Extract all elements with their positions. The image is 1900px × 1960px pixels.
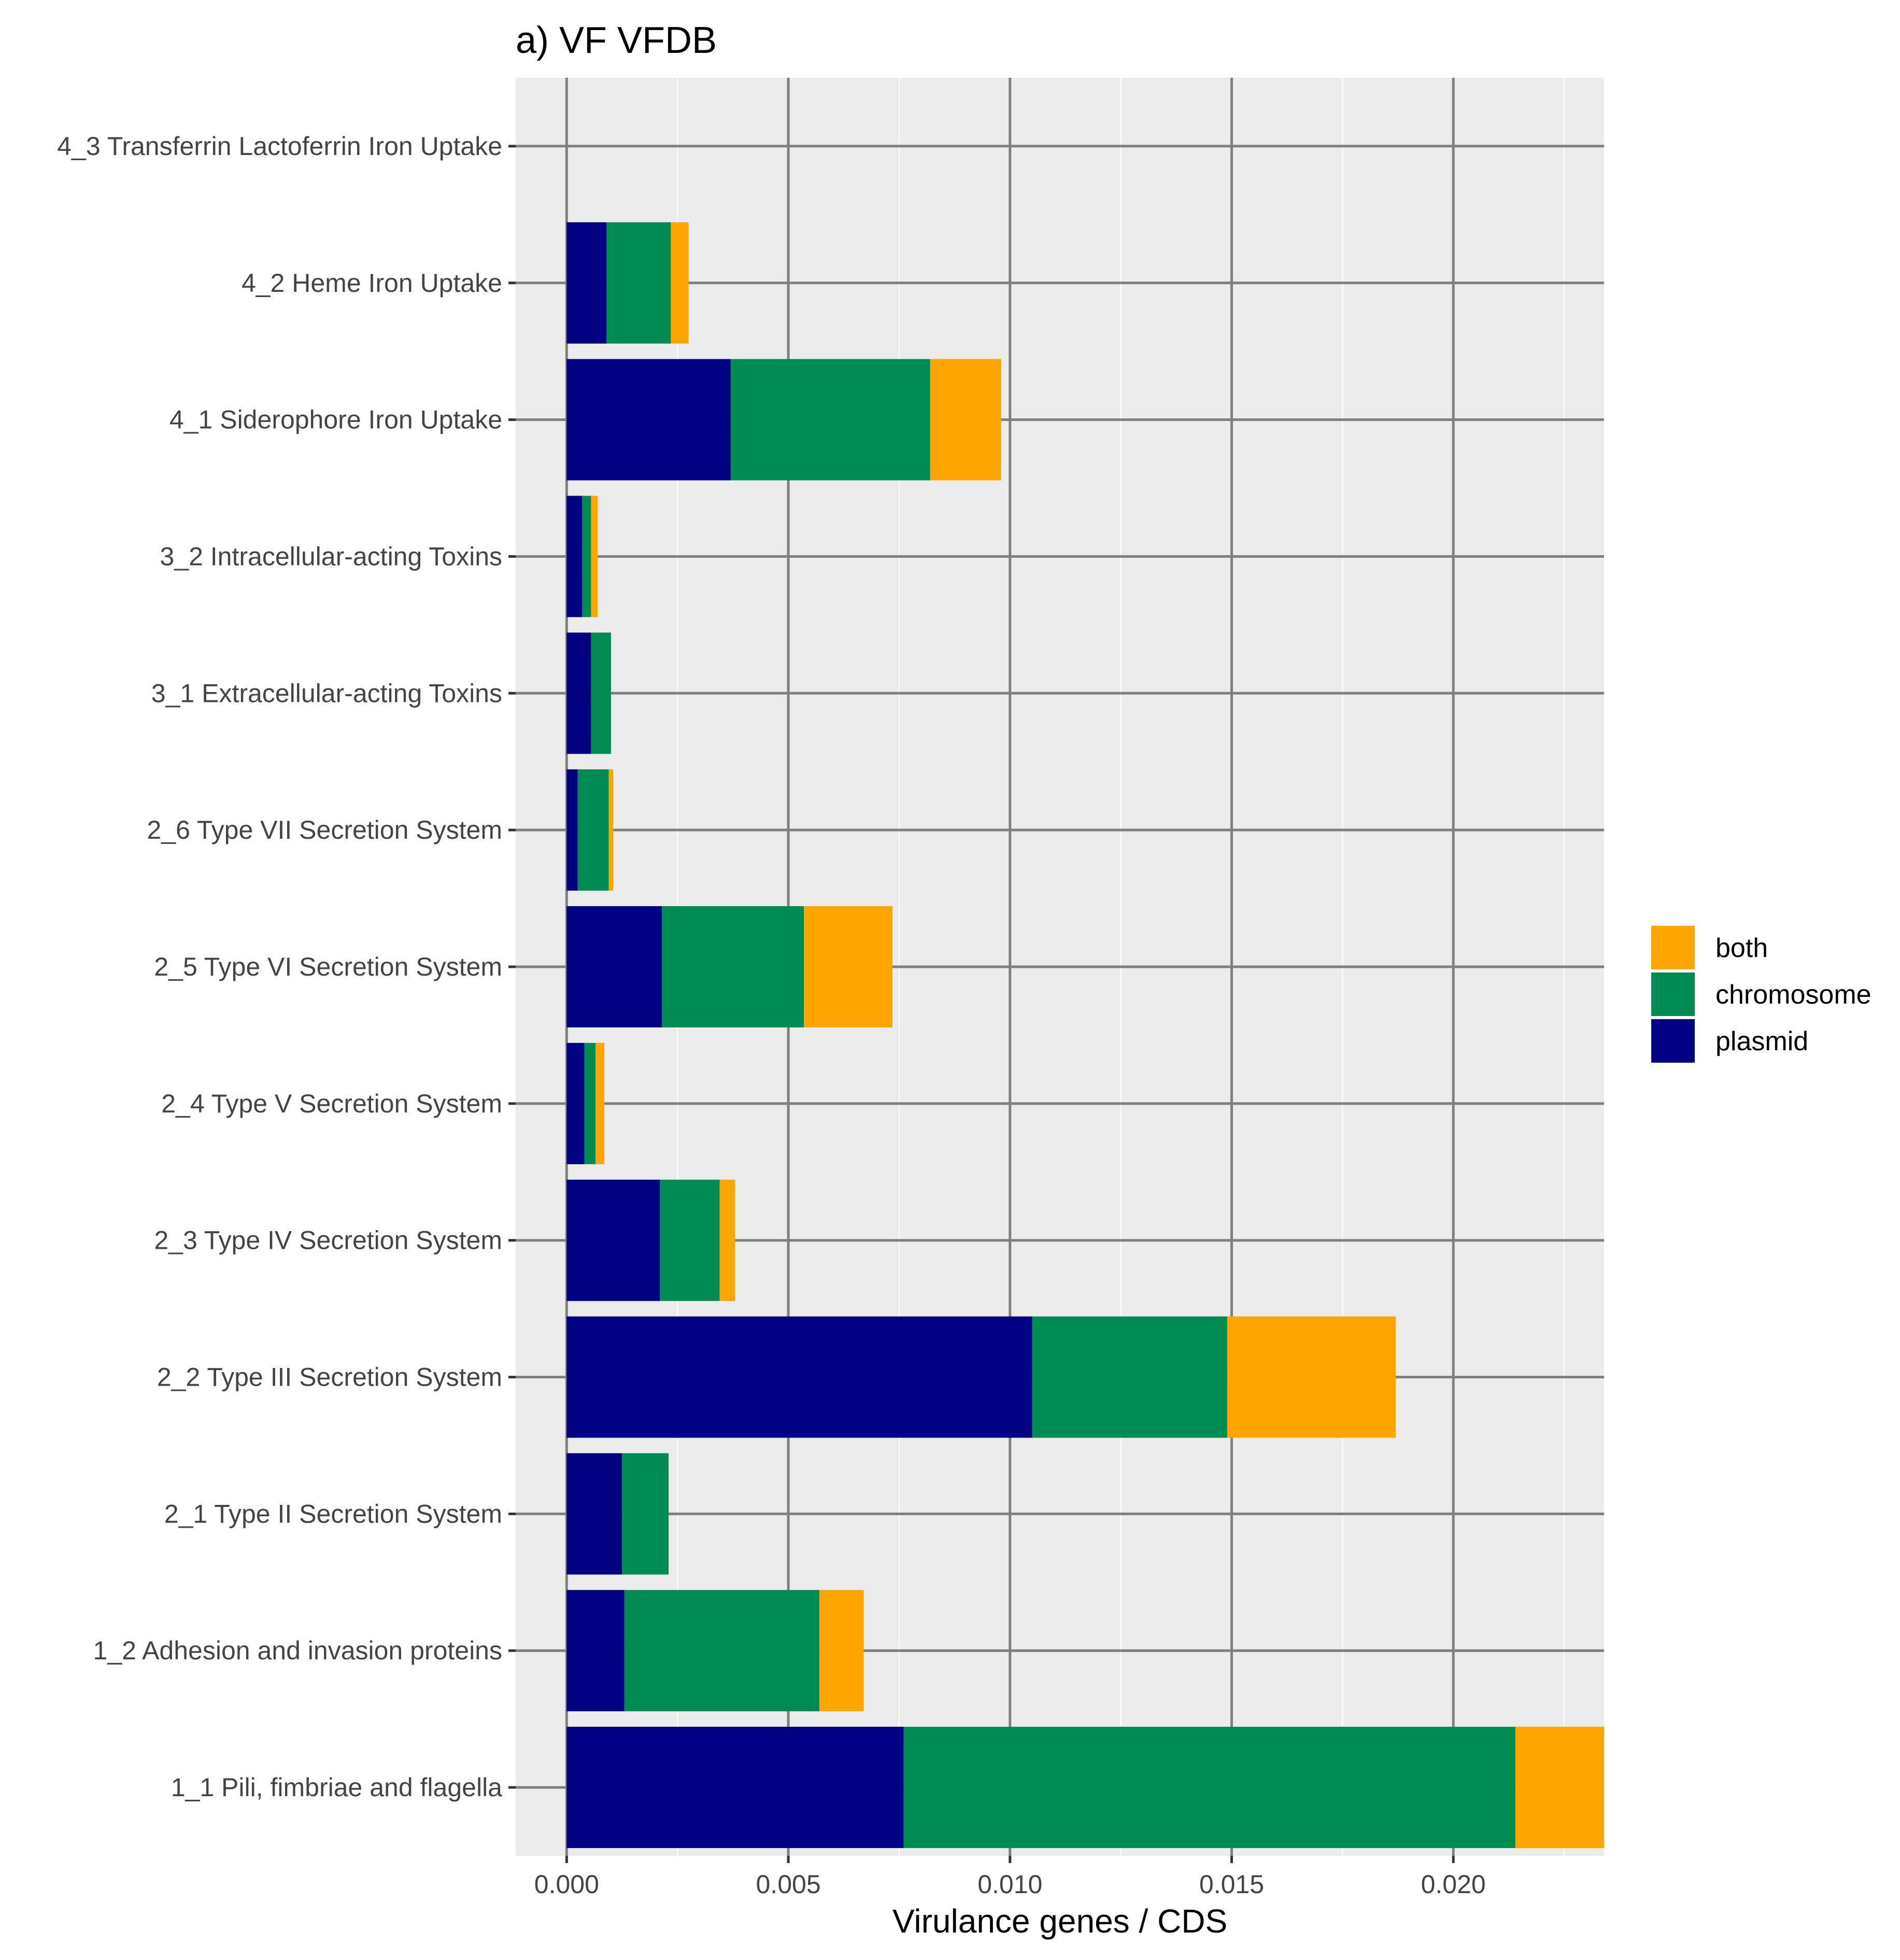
bar-plasmid: [566, 769, 578, 891]
y-tick-label: 4_3 Transferrin Lactoferrin Iron Uptake: [57, 132, 502, 161]
bar-chromosome: [584, 1042, 595, 1164]
legend-label-both: both: [1715, 933, 1768, 963]
bar-chromosome: [730, 359, 930, 481]
bars-layer: [566, 222, 1604, 1849]
x-tick-label: 0.010: [977, 1870, 1042, 1899]
legend-key-both: [1651, 926, 1695, 969]
bar-both: [719, 1179, 735, 1301]
y-tick-label: 2_3 Type IV Secretion System: [154, 1226, 502, 1255]
y-tick-label: 4_2 Heme Iron Uptake: [242, 269, 502, 298]
bar-both: [608, 769, 614, 891]
bar-both: [1227, 1316, 1396, 1438]
bar-both: [930, 359, 1001, 481]
bar-chromosome: [624, 1590, 819, 1712]
legend-key-plasmid: [1651, 1019, 1695, 1063]
x-tick-label: 0.000: [534, 1870, 599, 1899]
bar-both: [804, 906, 893, 1027]
bar-chromosome: [662, 906, 804, 1027]
y-tick-label: 4_1 Siderophore Iron Uptake: [169, 405, 502, 434]
y-axis: 4_3 Transferrin Lactoferrin Iron Uptake 4…: [57, 132, 516, 1802]
chart-title: a) VF VFDB: [516, 20, 717, 61]
bar-chromosome: [903, 1727, 1515, 1849]
bar-chromosome: [606, 222, 671, 344]
bar-both: [591, 496, 598, 617]
bar-both: [819, 1590, 864, 1712]
bar-plasmid: [566, 632, 591, 754]
bar-chromosome: [1032, 1316, 1227, 1438]
x-tick-label: 0.015: [1199, 1870, 1264, 1899]
y-tick-label: 1_1 Pili, fimbriae and flagella: [171, 1773, 502, 1802]
bar-both: [595, 1042, 605, 1164]
bar-plasmid: [566, 1453, 622, 1575]
x-axis-title: Virulance genes / CDS: [892, 1902, 1227, 1940]
bar-both: [671, 222, 689, 344]
legend-label-chromosome: chromosome: [1715, 980, 1871, 1010]
y-tick-label: 2_5 Type VI Secretion System: [154, 952, 502, 981]
y-tick-label: 2_6 Type VII Secretion System: [147, 815, 502, 844]
y-tick-label: 3_2 Intracellular-acting Toxins: [160, 542, 502, 571]
x-axis: 0.000 0.005 0.010 0.015 0.020: [534, 1856, 1486, 1899]
y-tick-label: 2_2 Type III Secretion System: [157, 1363, 502, 1392]
y-tick-label: 2_4 Type V Secretion System: [161, 1089, 502, 1118]
bar-plasmid: [566, 496, 583, 617]
legend: both chromosome plasmid: [1651, 926, 1871, 1063]
bar-both: [1515, 1727, 1604, 1849]
bar-plasmid: [566, 906, 662, 1027]
bar-plasmid: [566, 1042, 585, 1164]
bar-chromosome: [591, 632, 611, 754]
bar-plasmid: [566, 359, 731, 481]
grid-layer: [516, 78, 1604, 1856]
bar-plasmid: [566, 1590, 625, 1712]
bar-chromosome: [582, 496, 591, 617]
bar-chromosome: [577, 769, 609, 891]
y-tick-label: 3_1 Extracellular-acting Toxins: [151, 679, 502, 708]
bar-chromosome: [622, 1453, 669, 1575]
bar-plasmid: [566, 1316, 1032, 1438]
x-tick-label: 0.005: [756, 1870, 821, 1899]
bar-plasmid: [566, 1179, 660, 1301]
x-tick-label: 0.020: [1421, 1870, 1486, 1899]
y-tick-label: 2_1 Type II Secretion System: [164, 1499, 502, 1528]
bar-chromosome: [660, 1179, 720, 1301]
y-tick-label: 1_2 Adhesion and invasion proteins: [93, 1636, 502, 1665]
legend-key-chromosome: [1651, 972, 1695, 1016]
legend-label-plasmid: plasmid: [1715, 1026, 1808, 1056]
bar-plasmid: [566, 222, 607, 344]
bar-plasmid: [566, 1727, 904, 1849]
